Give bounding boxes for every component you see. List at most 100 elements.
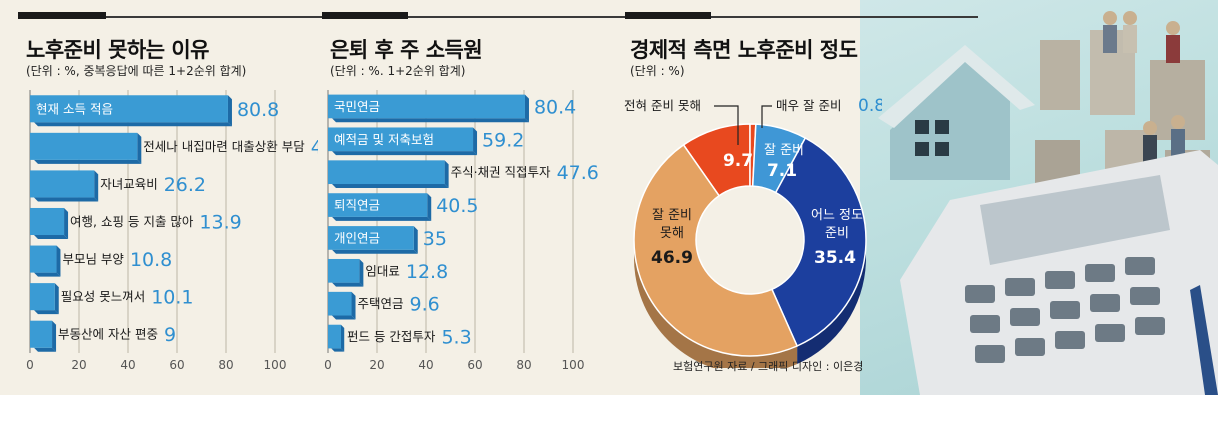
chart3-subtitle: (단위 : %) bbox=[630, 64, 685, 78]
elderly-figurines-icon bbox=[1103, 11, 1185, 163]
reasons-value-label: 80.8 bbox=[237, 99, 279, 121]
income-value-label: 35 bbox=[423, 228, 447, 250]
income-bar-shadow bbox=[332, 184, 449, 189]
income-value-label: 5.3 bbox=[441, 327, 471, 349]
donut-category-label: 어느 정도 bbox=[811, 208, 863, 223]
bar-chart-no-preparation-reasons: 0 20 40 60 80 100 현재 소득 적음 80.8 전세나 내집마련 대출상환 부담… bbox=[26, 90, 318, 372]
income-bar bbox=[328, 160, 445, 185]
reasons-bar-side bbox=[56, 245, 61, 277]
reasons-tick-label: 80 bbox=[218, 358, 233, 372]
income-bar-side bbox=[427, 193, 432, 221]
reasons-value-label: 13.9 bbox=[199, 212, 241, 234]
income-category-label: 펀드 등 간접투자 bbox=[347, 329, 436, 344]
reasons-bar-shadow bbox=[34, 197, 99, 202]
donut-category-label: 잘 준비 bbox=[764, 143, 804, 158]
reasons-value-label: 43.8 bbox=[311, 136, 318, 158]
reasons-category-label: 필요성 못느껴서 bbox=[61, 289, 145, 304]
reasons-tick-label: 100 bbox=[264, 358, 287, 372]
income-value-label: 47.6 bbox=[557, 162, 599, 184]
title-accent-3 bbox=[625, 12, 711, 19]
reasons-bar-side bbox=[54, 283, 59, 315]
income-bar-shadow bbox=[332, 249, 418, 254]
income-bar-side bbox=[359, 258, 364, 287]
income-bar-side bbox=[340, 324, 345, 352]
reasons-bar bbox=[30, 320, 53, 348]
income-bar bbox=[328, 258, 360, 283]
reasons-bar-shadow bbox=[34, 310, 59, 315]
decorative-photo bbox=[878, 11, 1218, 395]
reasons-category-label: 전세나 내집마련 대출상환 부담 bbox=[143, 139, 305, 154]
income-bar-side bbox=[413, 226, 418, 254]
reasons-bar bbox=[30, 245, 57, 273]
donut-category-label: 못해 bbox=[660, 226, 684, 241]
reasons-bar-shadow bbox=[34, 347, 57, 352]
reasons-bar-shadow bbox=[34, 235, 69, 240]
income-category-label: 국민연금 bbox=[334, 99, 380, 114]
title-accent-2 bbox=[322, 12, 408, 19]
donut-value-label: 35.4 bbox=[814, 248, 856, 268]
pen-icon bbox=[1190, 285, 1218, 395]
income-bar bbox=[328, 94, 525, 119]
donut-leader-line bbox=[761, 105, 772, 128]
reasons-bar bbox=[30, 170, 95, 198]
donut-category-label: 잘 준비 bbox=[652, 208, 692, 223]
income-bar-shadow bbox=[332, 282, 364, 287]
income-category-label: 예적금 및 저축보험 bbox=[334, 132, 434, 147]
income-category-label: 임대료 bbox=[365, 263, 400, 278]
reasons-bar bbox=[30, 95, 228, 123]
reasons-tick-label: 40 bbox=[120, 358, 135, 372]
donut-value-label: 7.1 bbox=[767, 161, 797, 181]
donut-slice bbox=[770, 137, 867, 347]
reasons-value-label: 10.8 bbox=[130, 249, 172, 271]
reasons-bar-shadow bbox=[34, 122, 232, 127]
income-bar-shadow bbox=[332, 216, 432, 221]
reasons-category-label: 여행, 쇼핑 등 지출 많아 bbox=[70, 214, 194, 229]
reasons-bar-side bbox=[64, 207, 69, 240]
calculator-icon bbox=[900, 150, 1218, 395]
top-rule bbox=[18, 16, 978, 18]
house-figurine-icon bbox=[878, 45, 1035, 180]
donut-value-label: 0.8 bbox=[858, 96, 882, 116]
reasons-value-label: 9 bbox=[164, 324, 176, 346]
income-tick-label: 100 bbox=[562, 358, 585, 372]
income-tick-label: 20 bbox=[369, 358, 384, 372]
donut-leader-line bbox=[714, 105, 739, 145]
income-bar bbox=[328, 324, 341, 349]
income-bar bbox=[328, 193, 428, 217]
bar-chart-income-sources: 0 20 40 60 80 100 국민연금 80.4 예적금 및 저축보험 59.2 주식·채권 … bbox=[324, 90, 599, 372]
chart1-title: 노후준비 못하는 이유 bbox=[26, 38, 210, 62]
income-category-label: 퇴직연금 bbox=[334, 198, 380, 213]
income-bar bbox=[328, 291, 352, 316]
income-category-label: 주택연금 bbox=[358, 296, 404, 311]
reasons-category-label: 부모님 부양 bbox=[62, 252, 124, 267]
reasons-bar-shadow bbox=[34, 159, 142, 164]
reasons-category-label: 자녀교육비 bbox=[100, 176, 158, 191]
reasons-value-label: 26.2 bbox=[164, 174, 206, 196]
reasons-bar bbox=[30, 283, 55, 311]
reasons-bar bbox=[30, 132, 138, 160]
income-value-label: 80.4 bbox=[534, 96, 576, 118]
donut-slice bbox=[633, 143, 799, 357]
title-accent-1 bbox=[18, 12, 106, 19]
income-bar-shadow bbox=[332, 118, 529, 123]
income-bar-shadow bbox=[332, 315, 356, 320]
income-bar bbox=[328, 127, 474, 152]
reasons-category-label: 부동산에 자산 편중 bbox=[58, 327, 158, 342]
chart1-subtitle: (단위 : %, 중복응답에 따른 1+2순위 합계) bbox=[26, 64, 247, 78]
income-bar-side bbox=[473, 127, 478, 156]
reasons-value-label: 10.1 bbox=[151, 287, 193, 309]
reasons-category-label: 현재 소득 적음 bbox=[36, 101, 113, 116]
chart2-title: 은퇴 후 주 소득원 bbox=[330, 38, 483, 62]
income-tick-label: 60 bbox=[467, 358, 482, 372]
income-tick-label: 80 bbox=[516, 358, 531, 372]
reasons-bar-shadow bbox=[34, 272, 61, 277]
income-bar-side bbox=[444, 160, 449, 189]
income-category-label: 주식·채권 직접투자 bbox=[451, 165, 551, 180]
chart2-subtitle: (단위 : %. 1+2순위 합계) bbox=[330, 64, 466, 78]
donut-category-label: 매우 잘 준비 bbox=[776, 98, 841, 113]
income-bar bbox=[328, 226, 414, 250]
reasons-bar-side bbox=[227, 95, 232, 127]
income-tick-label: 0 bbox=[324, 358, 332, 372]
donut-value-label: 9.7 bbox=[723, 151, 753, 171]
